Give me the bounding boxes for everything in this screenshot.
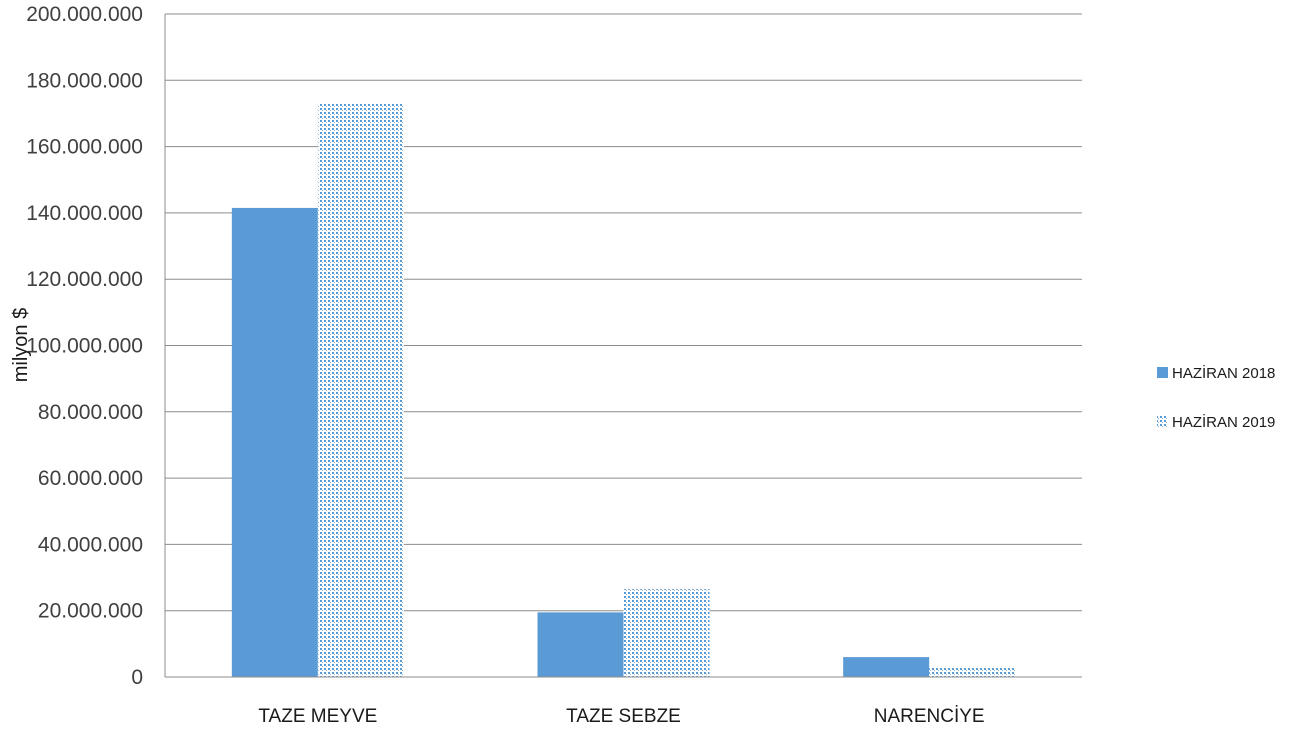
y-tick-label: 40.000.000 bbox=[38, 533, 143, 556]
y-tick-label: 120.000.000 bbox=[26, 268, 143, 291]
bar-2019-2 bbox=[929, 667, 1016, 677]
bars bbox=[231, 103, 1016, 678]
y-tick-label: 60.000.000 bbox=[38, 467, 143, 490]
legend-swatch bbox=[1157, 416, 1168, 427]
y-tick-label: 180.000.000 bbox=[26, 69, 143, 92]
bar-2018-2 bbox=[843, 657, 930, 677]
x-category-label: TAZE SEBZE bbox=[566, 706, 681, 727]
y-tick-label: 140.000.000 bbox=[26, 202, 143, 225]
y-tick-label: 100.000.000 bbox=[26, 335, 143, 358]
axis-lines bbox=[164, 14, 1082, 678]
legend-swatch bbox=[1157, 367, 1168, 378]
bar-2018-0 bbox=[231, 207, 318, 678]
bar-2019-0 bbox=[317, 103, 404, 677]
x-category-label: NARENCİYE bbox=[874, 706, 985, 727]
bar-2019-1 bbox=[623, 589, 710, 677]
x-axis-categories: TAZE MEYVE TAZE SEBZE NARENCİYE bbox=[258, 706, 984, 727]
y-axis-ticks: 0 20.000.000 40.000.000 60.000.000 80.000.00… bbox=[26, 3, 143, 689]
bar-2018-1 bbox=[537, 612, 624, 677]
legend-label: HAZİRAN 2018 bbox=[1172, 364, 1275, 382]
y-tick-label: 160.000.000 bbox=[26, 136, 143, 159]
y-axis-label: milyon $ bbox=[10, 308, 32, 382]
legend: HAZİRAN 2018 HAZİRAN 2019 bbox=[1157, 364, 1275, 431]
y-tick-label: 80.000.000 bbox=[38, 401, 143, 424]
y-tick-label: 20.000.000 bbox=[38, 600, 143, 623]
x-category-label: TAZE MEYVE bbox=[258, 706, 377, 727]
legend-label: HAZİRAN 2019 bbox=[1172, 413, 1275, 431]
y-tick-label: 0 bbox=[131, 666, 143, 689]
y-tick-label: 200.000.000 bbox=[26, 3, 143, 26]
